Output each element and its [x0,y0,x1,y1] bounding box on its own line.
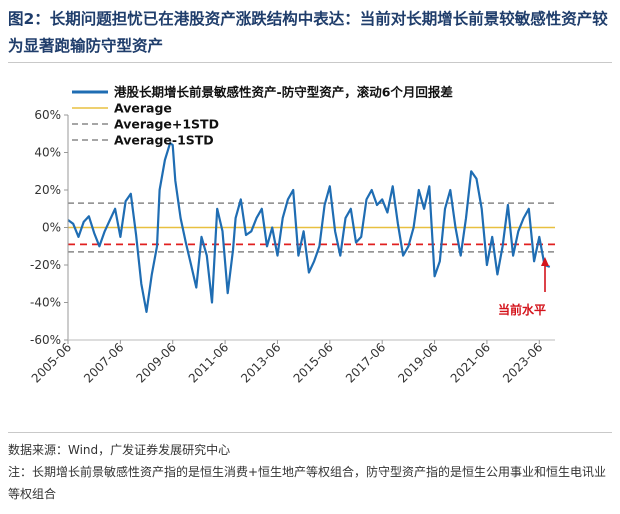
figure-footer: 数据来源：Wind，广发证券发展研究中心 注：长期增长前景敏感性资产指的是恒生消… [8,432,612,505]
legend-label: Average [114,101,172,116]
y-tick-label: 20% [34,183,61,197]
x-tick-label: 2007-06 [81,340,126,385]
legend-label: Average+1STD [114,117,219,132]
legend: 港股长期增长前景敏感性资产-防守型资产，滚动6个月回报差AverageAvera… [72,85,453,148]
x-tick-label: 2005-06 [29,340,74,385]
figure-title: 图2：长期问题担忧已在港股资产涨跌结构中表达：当前对长期增长前景较敏感性资产较为… [8,6,612,63]
annotation: 当前水平 [498,257,549,317]
legend-label: 港股长期增长前景敏感性资产-防守型资产，滚动6个月回报差 [114,85,453,100]
x-tick-label: 2021-06 [448,340,493,385]
x-tick-label: 2015-06 [291,340,336,385]
y-tick-label: 40% [34,146,61,160]
annotation-arrow-head [541,257,549,266]
x-tick-labels: 2005-06 2007-06 2009-06 2011-06 2013-06 2015-… [29,340,546,385]
y-tick-label: -20% [30,258,61,272]
y-tick-label: -40% [30,296,61,310]
footnote: 注：长期增长前景敏感性资产指的是恒生消费+恒生地产等权组合，防守型资产指的是恒生… [8,465,607,501]
source-note: 数据来源：Wind，广发证券发展研究中心 [8,443,231,457]
x-tick-label: 2019-06 [395,340,440,385]
series-line-group [67,142,551,313]
axes [64,114,555,344]
y-tick-labels: -60% -40% -20% 0% 20% 40% 60% [30,108,61,347]
y-tick-label: -60% [30,333,61,347]
x-tick-label: 2009-06 [133,340,178,385]
annotation-label: 当前水平 [498,302,546,317]
series-line [67,142,551,313]
legend-label: Average-1STD [114,133,214,148]
chart: -60%-40%-20%0%20%40%60% 2005-06 2007-06 20… [29,85,555,386]
reference-lines [68,202,555,253]
x-tick-label: 2017-06 [343,340,388,385]
x-tick-label: 2023-06 [500,340,545,385]
y-tick-label: 60% [34,108,61,122]
y-tick-label: 0% [42,221,61,235]
x-tick-label: 2011-06 [186,340,231,385]
x-tick-label: 2013-06 [238,340,283,385]
